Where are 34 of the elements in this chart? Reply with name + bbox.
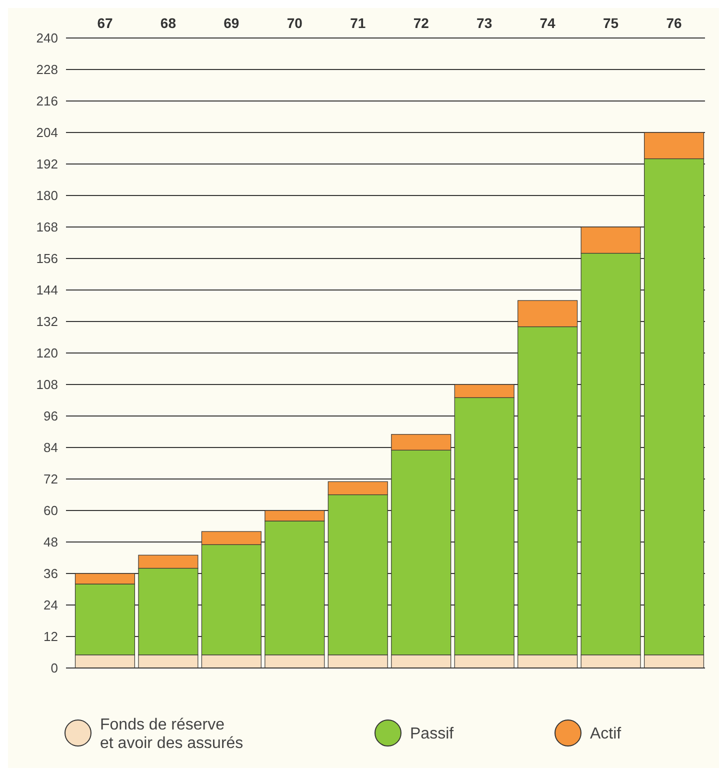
x-tick-label: 70 <box>286 15 303 31</box>
y-tick-label: 180 <box>36 188 58 204</box>
y-tick-label: 144 <box>36 282 58 298</box>
y-tick-label: 120 <box>36 346 58 361</box>
y-tick-label: 216 <box>36 94 58 109</box>
x-tick-label: 69 <box>224 15 240 31</box>
y-tick-label: 108 <box>36 377 58 392</box>
x-tick-label: 72 <box>413 15 430 31</box>
x-tick-label: 73 <box>476 15 492 31</box>
y-tick-label: 12 <box>44 629 58 644</box>
y-tick-label: 84 <box>44 440 58 456</box>
y-tick-label: 132 <box>36 314 58 330</box>
legend-label: Passif <box>410 726 454 743</box>
x-tick-label: 67 <box>97 15 113 31</box>
y-tick-label: 96 <box>44 408 58 424</box>
y-tick-label: 72 <box>44 472 58 487</box>
legend-label: Fonds de réserve et avoir des assurés <box>100 716 244 752</box>
y-tick-label: 60 <box>44 503 58 518</box>
y-tick-label: 36 <box>44 566 58 582</box>
y-tick-label: 204 <box>36 125 58 140</box>
y-tick-label: 48 <box>44 534 58 550</box>
y-tick-label: 0 <box>50 660 58 676</box>
y-tick-label: 240 <box>36 30 58 46</box>
y-tick-label: 192 <box>36 156 58 172</box>
y-tick-label: 168 <box>36 220 58 235</box>
y-tick-label: 24 <box>44 598 58 613</box>
x-tick-label: 74 <box>540 15 556 31</box>
x-tick-label: 75 <box>603 15 619 31</box>
y-tick-label: 228 <box>36 62 58 78</box>
y-tick-label: 156 <box>36 251 58 266</box>
x-tick-label: 68 <box>160 15 176 31</box>
x-tick-label: 71 <box>350 15 366 31</box>
x-tick-label: 76 <box>666 15 682 31</box>
legend-label: Actif <box>590 726 622 743</box>
